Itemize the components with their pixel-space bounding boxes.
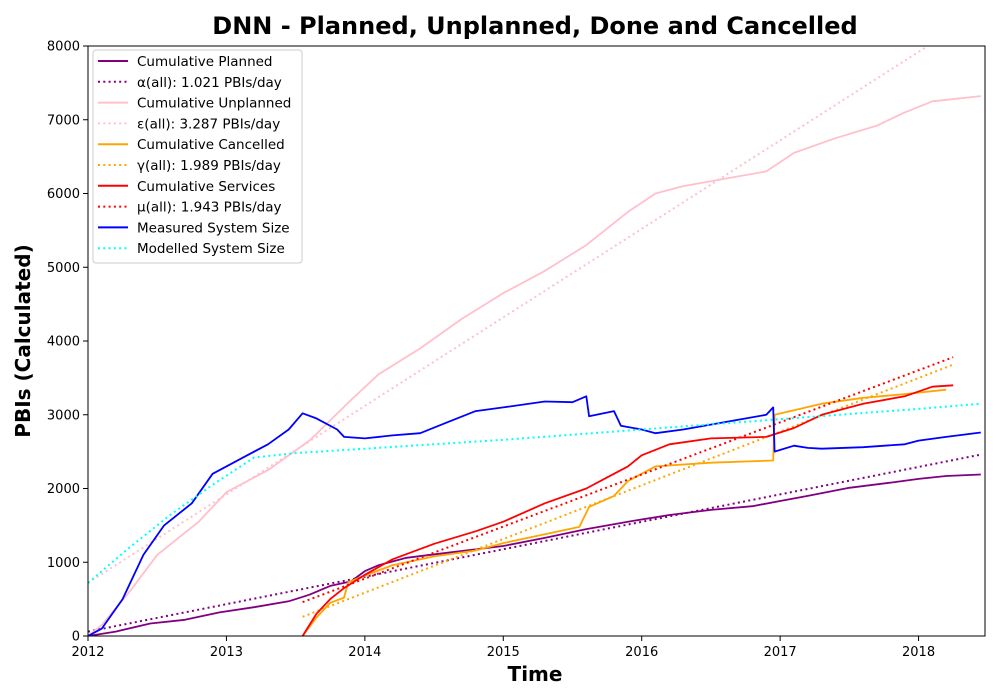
- series-layer: [88, 46, 981, 636]
- legend-label-9: Modelled System Size: [137, 241, 285, 257]
- series-line-3: [88, 46, 930, 584]
- x-tick-label: 2012: [71, 645, 104, 660]
- legend: Cumulative Planned α(all): 1.021 PBIs/day…: [92, 49, 303, 264]
- series-line-8: [88, 395, 981, 636]
- legend-label-5: γ(all): 1.989 PBIs/day: [137, 158, 281, 174]
- legend-box: [92, 49, 303, 264]
- legend-label-2: Cumulative Unplanned: [137, 96, 291, 112]
- y-axis-label: PBIs (Calculated): [11, 244, 35, 437]
- series-line-1: [88, 453, 981, 633]
- x-axis-label: Time: [508, 662, 563, 686]
- series-line-9: [88, 402, 981, 584]
- x-tick-label: 2013: [210, 645, 243, 660]
- x-tick-label: 2017: [764, 645, 797, 660]
- legend-label-7: μ(all): 1.943 PBIs/day: [137, 200, 281, 216]
- legend-label-3: ε(all): 3.287 PBIs/day: [137, 116, 280, 132]
- y-tick-label: 6000: [47, 187, 80, 202]
- x-tick-label: 2015: [487, 645, 520, 660]
- y-tick-label: 0: [72, 630, 80, 645]
- y-tick-label: 4000: [47, 335, 80, 350]
- x-tick-label: 2018: [902, 645, 935, 660]
- y-tick-label: 8000: [47, 40, 80, 55]
- x-axis: 2012 2013 2014 2015 2016 2017 2018: [71, 636, 935, 660]
- series-line-2: [88, 95, 981, 636]
- y-tick-label: 5000: [47, 261, 80, 276]
- y-tick-label: 7000: [47, 113, 80, 128]
- chart-title: DNN - Planned, Unplanned, Done and Cance…: [212, 12, 857, 40]
- legend-label-6: Cumulative Services: [137, 179, 275, 195]
- legend-label-0: Cumulative Planned: [137, 54, 273, 70]
- x-tick-label: 2014: [348, 645, 381, 660]
- series-line-7: [302, 356, 954, 604]
- y-axis: 0 1000 2000 3000 4000 5000 6000 7000 8000: [47, 40, 88, 645]
- x-tick-label: 2016: [625, 645, 658, 660]
- legend-label-8: Measured System Size: [137, 220, 290, 236]
- y-tick-label: 2000: [47, 482, 80, 497]
- legend-label-4: Cumulative Cancelled: [137, 137, 285, 153]
- y-tick-label: 3000: [47, 408, 80, 423]
- series-line-6: [301, 384, 954, 636]
- legend-label-1: α(all): 1.021 PBIs/day: [137, 75, 282, 91]
- y-tick-label: 1000: [47, 556, 80, 571]
